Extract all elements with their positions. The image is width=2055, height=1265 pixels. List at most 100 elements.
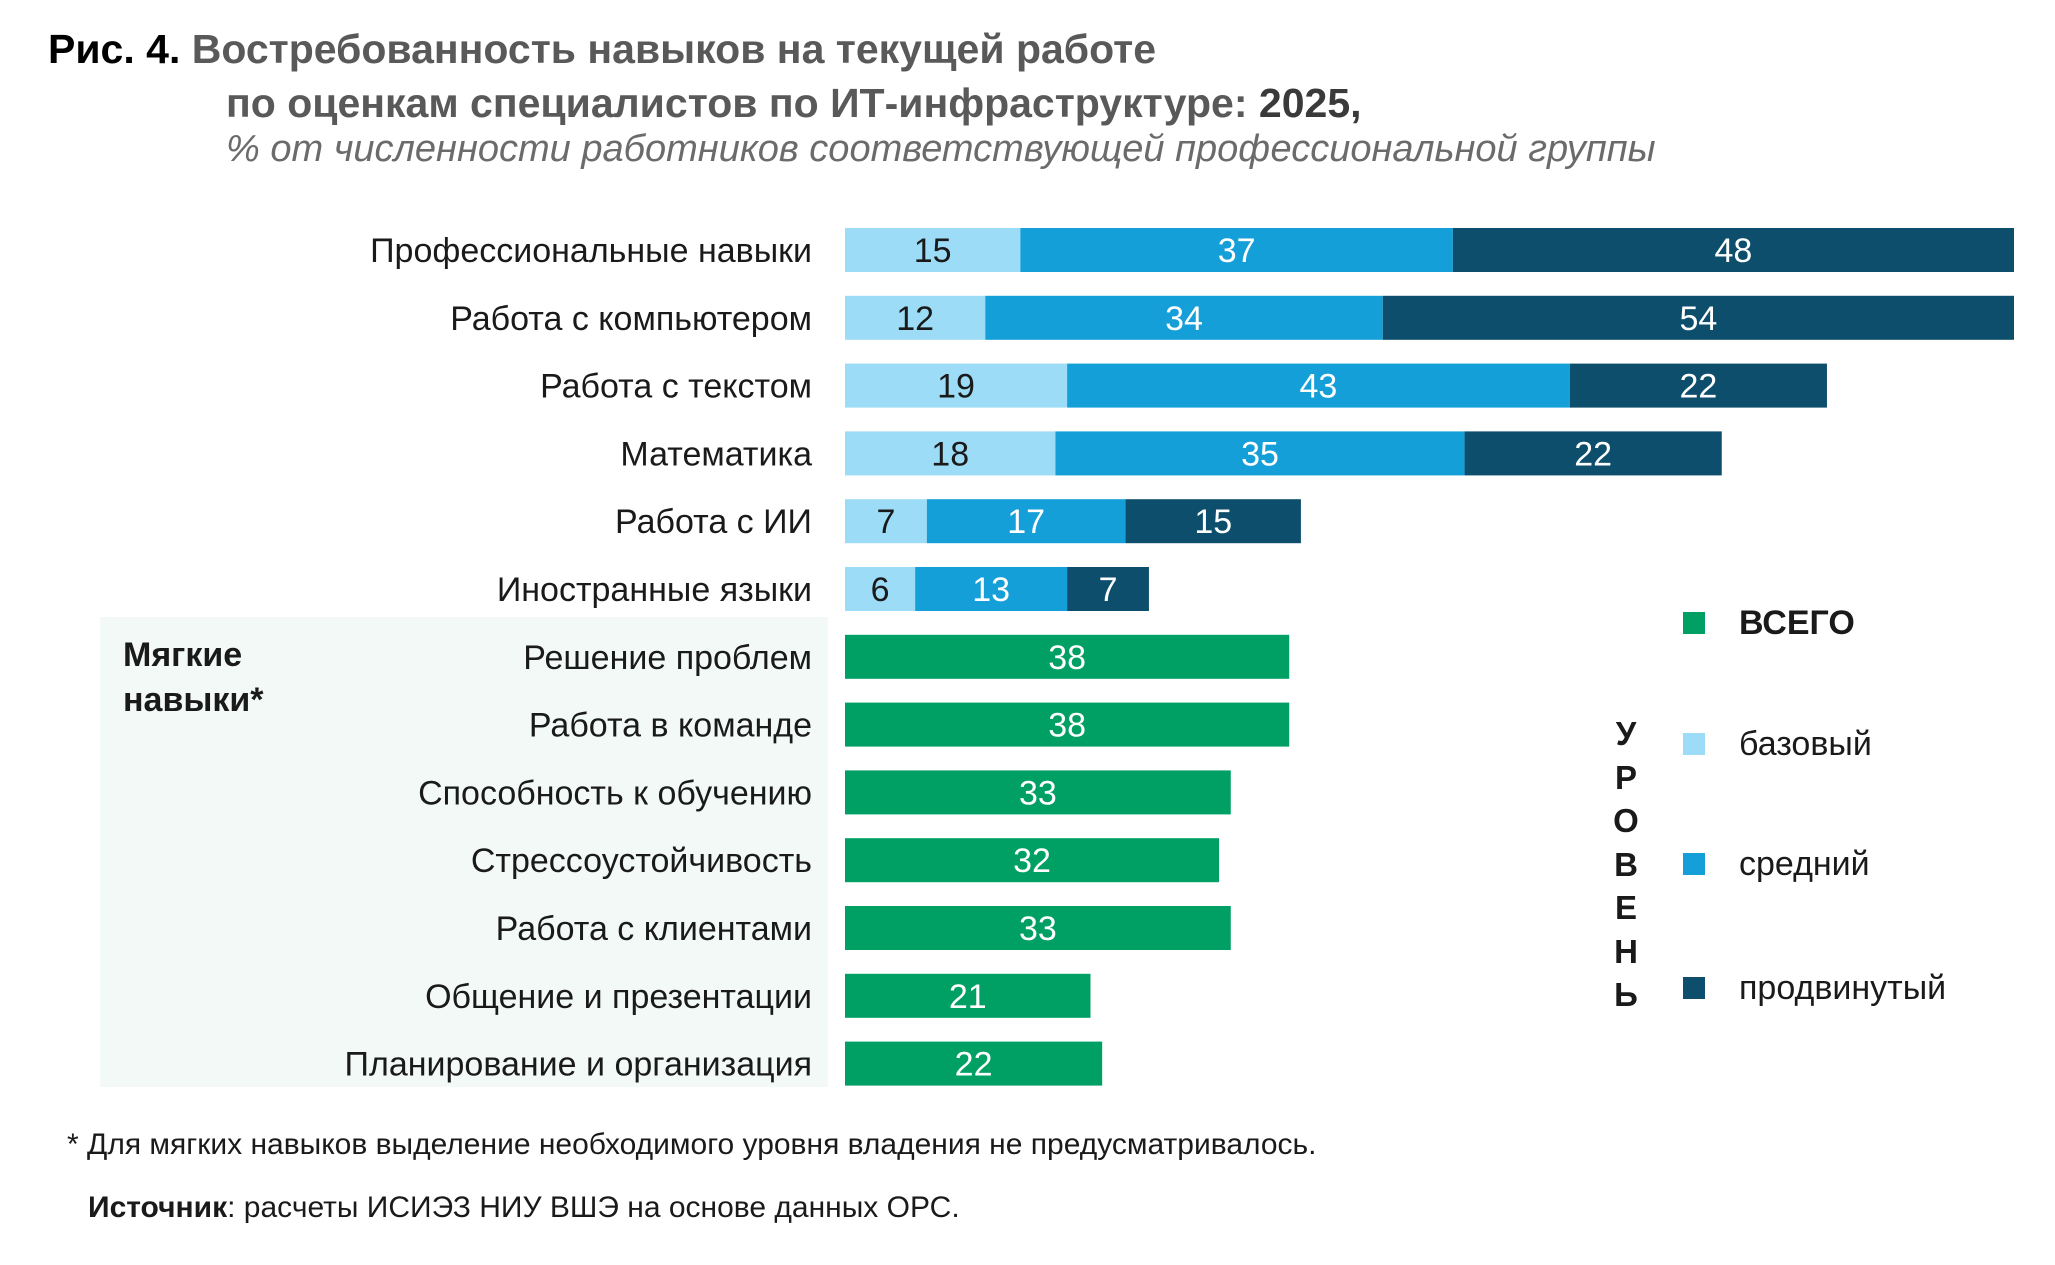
data-label: 19 [937, 368, 975, 406]
legend-title-letter: Н [1614, 932, 1638, 970]
category-label: Работа с ИИ [615, 503, 812, 541]
chart-title-year: 2025 [1258, 80, 1351, 126]
category-label: Решение проблем [523, 639, 812, 677]
data-label: 18 [931, 435, 969, 473]
bar-segment [1067, 567, 1149, 611]
bar-segment [926, 499, 1126, 544]
bar-segment [845, 838, 1220, 883]
category-label: Способность к обучению [418, 774, 812, 812]
legend-swatch-basic [1683, 733, 1705, 755]
data-label: 35 [1241, 435, 1279, 473]
bar-segment [845, 567, 916, 611]
soft-skills-label-line-2: навыки* [123, 681, 264, 719]
category-label: Общение и презентации [425, 978, 812, 1016]
bar-segment [845, 634, 1290, 679]
data-label: 54 [1679, 300, 1717, 338]
category-label: Работа с текстом [540, 368, 812, 406]
bar-segment [1055, 431, 1465, 476]
legend-title-letter: Ь [1614, 976, 1638, 1013]
legend-item-medium: средний [1683, 844, 1870, 884]
data-label: 34 [1165, 300, 1203, 338]
bar-segment [1067, 363, 1570, 408]
bar-segment [845, 363, 1068, 408]
data-label: 13 [972, 571, 1010, 609]
bar-segment [845, 702, 1290, 747]
bar-segment [845, 906, 1231, 950]
bar-segment [845, 431, 1056, 476]
data-label: 37 [1218, 232, 1256, 270]
data-label: 15 [914, 232, 952, 270]
data-label: 12 [896, 300, 934, 338]
category-label: Работа с клиентами [496, 910, 812, 948]
bar-segment [1569, 363, 1827, 408]
bar-segment [1382, 295, 2014, 340]
legend-label-medium: средний [1739, 844, 1870, 883]
data-label: 22 [1679, 368, 1717, 406]
data-label: 15 [1194, 503, 1232, 541]
category-label: Стрессоустойчивость [471, 842, 812, 880]
bar-segment [845, 499, 927, 544]
chart-title-line-1: Рис. 4. Востребованность навыков на теку… [48, 26, 1156, 73]
chart-title-continuation: по оценкам специалистов по ИТ-инфраструк… [226, 80, 1248, 126]
bar-segment [915, 567, 1068, 611]
data-label: 7 [1099, 571, 1118, 609]
legend-swatch-advanced [1683, 977, 1705, 999]
data-label: 48 [1715, 232, 1753, 270]
chart-title: Востребованность навыков на текущей рабо… [191, 26, 1157, 72]
soft-skills-panel [100, 617, 828, 1087]
data-label: 33 [1019, 910, 1057, 948]
source-note: Источник: расчеты ИСИЭЗ НИУ ВШЭ на основ… [88, 1191, 960, 1225]
legend-label-basic: базовый [1739, 724, 1872, 763]
category-label: Работа с компьютером [450, 300, 812, 338]
data-label: 17 [1007, 503, 1045, 541]
bar-segment [1452, 228, 2014, 272]
bar-segment [1464, 431, 1722, 476]
source-text: : расчеты ИСИЭЗ НИУ ВШЭ на основе данных… [227, 1191, 960, 1224]
data-label: 7 [876, 503, 895, 541]
legend-label-total: ВСЕГО [1739, 603, 1855, 642]
data-label: 38 [1048, 639, 1086, 677]
bar-segment [1125, 499, 1301, 544]
soft-skills-label: Мягкие навыки* [123, 633, 264, 723]
bar-segment [845, 770, 1231, 815]
bar-segment [845, 295, 986, 340]
soft-skills-label-line-1: Мягкие [123, 636, 243, 674]
bar-segment [985, 295, 1383, 340]
legend-swatch-medium [1683, 853, 1705, 875]
category-label: Планирование и организация [345, 1046, 812, 1084]
data-label: 22 [1574, 435, 1612, 473]
legend-title-letter: В [1614, 845, 1638, 883]
category-label: Иностранные языки [497, 571, 812, 609]
legend-title-letter: Е [1614, 889, 1637, 926]
category-label: Работа в команде [529, 707, 812, 745]
legend-title-letter: Р [1614, 758, 1637, 796]
legend-title-letter: У [1615, 715, 1637, 752]
source-label: Источник [88, 1191, 228, 1224]
data-label: 38 [1048, 707, 1086, 745]
figure-number: Рис. 4. [48, 26, 181, 72]
chart-title-comma: , [1350, 80, 1362, 126]
data-label: 21 [949, 978, 987, 1016]
bar-segment [845, 228, 1021, 272]
legend-label-advanced: продвинутый [1739, 968, 1947, 1007]
legend-item-basic: базовый [1683, 724, 1872, 764]
legend-item-total: ВСЕГО [1683, 603, 1855, 643]
category-label: Математика [620, 435, 812, 473]
bar-segment [1020, 228, 1453, 272]
data-label: 22 [955, 1046, 993, 1084]
data-label: 33 [1019, 774, 1057, 812]
legend-item-advanced: продвинутый [1683, 968, 1946, 1008]
chart-title-line-2: по оценкам специалистов по ИТ-инфраструк… [226, 80, 1362, 127]
data-label: 6 [871, 571, 890, 609]
category-label: Профессиональные навыки [370, 232, 812, 270]
footnote: * Для мягких навыков выделение необходим… [67, 1128, 1317, 1161]
bar-segment [845, 973, 1091, 1018]
chart-subtitle: % от численности работников соответствую… [226, 128, 1656, 170]
data-label: 32 [1013, 842, 1051, 880]
bar-segment [845, 1041, 1103, 1086]
data-label: 43 [1300, 368, 1338, 406]
legend-title-letter: О [1613, 802, 1639, 839]
legend-swatch-total [1683, 612, 1705, 634]
